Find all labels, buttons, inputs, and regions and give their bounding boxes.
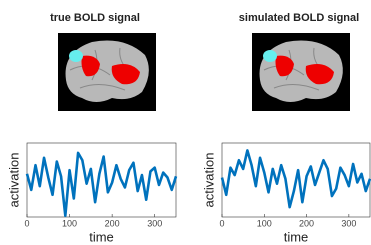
figure: true BOLD signal 0 100 200 300 time activation… (0, 0, 371, 245)
x-tick-label: 100 (62, 218, 77, 228)
panel-title: simulated BOLD signal (239, 12, 359, 24)
panel-title: true BOLD signal (50, 12, 140, 24)
y-axis-label: activation (6, 153, 21, 208)
x-tick-label: 200 (299, 218, 314, 228)
x-tick-label: 0 (219, 218, 224, 228)
x-axis-label: time (284, 229, 309, 244)
x-tick-label: 0 (24, 218, 29, 228)
x-tick-label: 200 (105, 218, 120, 228)
x-axis-label: time (89, 229, 114, 244)
y-axis-label: activation (201, 153, 216, 208)
x-tick-label: 100 (257, 218, 272, 228)
x-tick-label: 300 (147, 218, 162, 228)
brain-image (58, 33, 156, 111)
brain-image (252, 33, 350, 111)
x-tick-label: 300 (341, 218, 356, 228)
